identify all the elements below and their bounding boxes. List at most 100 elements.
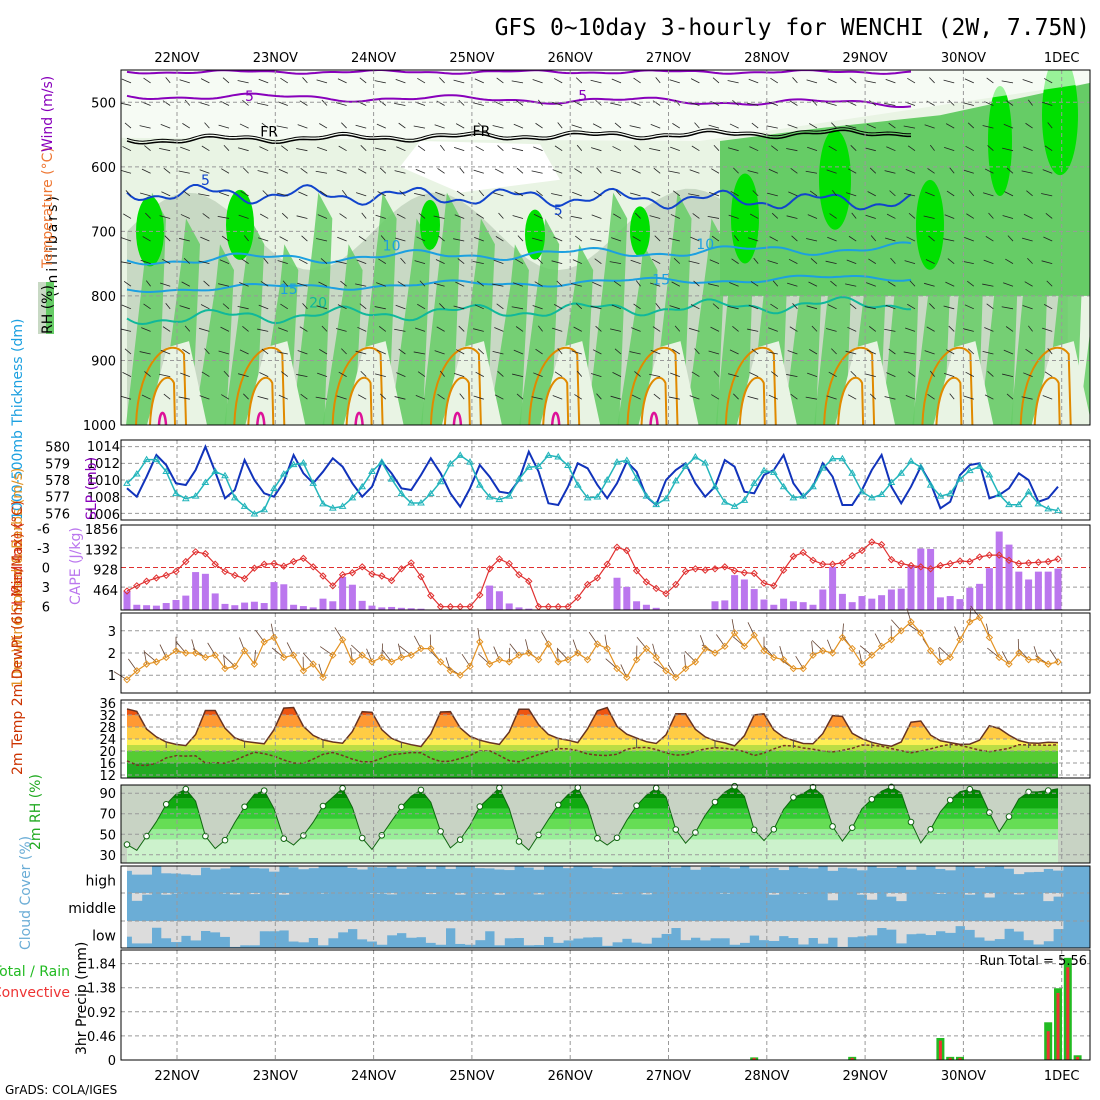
wind-barb [1023, 213, 1033, 219]
wind-barb [749, 372, 759, 377]
wind-barb [220, 326, 230, 332]
wind-barb [492, 192, 504, 197]
wind-barb [729, 123, 739, 129]
wind-barb [436, 326, 445, 332]
wind-barb [673, 190, 681, 197]
wind-barb [711, 235, 720, 242]
wind-barb [276, 125, 288, 129]
cape-bars [123, 531, 1062, 610]
slp-marker [495, 495, 504, 503]
li-marker [652, 584, 660, 593]
wind-barb [789, 326, 798, 332]
wind-barb [259, 213, 269, 219]
cloud-tick: middle [68, 901, 116, 917]
wind-barb [688, 193, 700, 197]
wind-barb [707, 216, 720, 219]
wind-barb [827, 78, 837, 84]
wind-barb [868, 258, 877, 264]
wind-barb [713, 144, 720, 151]
wind-barb [945, 349, 955, 355]
rh2m-marker [1025, 788, 1032, 796]
slp-tick: 1012 [87, 457, 120, 472]
cape-bar [858, 596, 866, 610]
wind-barb [923, 282, 935, 287]
wind-barb [792, 303, 798, 310]
wind-barb [534, 281, 543, 287]
wind-barb [650, 349, 661, 355]
cloud-clear-bar [955, 921, 966, 927]
wind10-marker [887, 635, 896, 644]
wind-barb [361, 212, 367, 219]
wind10-marker [270, 633, 278, 642]
cloud-clear-bar [171, 921, 182, 943]
wind-barb [886, 146, 896, 152]
wind-barb [336, 395, 347, 400]
rh2m-tick: 90 [99, 787, 116, 802]
wind-barb [204, 348, 210, 355]
wind-barb [808, 281, 818, 287]
wind-barb [277, 260, 288, 265]
slp-marker [152, 455, 161, 463]
cape-bar [907, 565, 915, 610]
wind-barb [924, 124, 935, 129]
wind-barb [748, 78, 759, 84]
cloud-clear-bar [719, 866, 731, 868]
temp-contour-35 [157, 411, 168, 425]
contour-label: 15 [280, 282, 298, 298]
cloud-clear-bar [906, 866, 917, 870]
cloud-clear-bar [122, 866, 133, 871]
cloud-clear-bar [866, 893, 878, 900]
rh2m-marker [868, 795, 876, 803]
li-marker [358, 563, 366, 571]
wind-barb [531, 396, 543, 400]
slp-marker [1014, 500, 1023, 508]
li-marker [182, 557, 190, 566]
temp-tick: 12 [99, 769, 116, 784]
wind-barb [357, 101, 367, 106]
wind-barb [691, 145, 700, 152]
wind-barb [1043, 236, 1053, 242]
wind-barb [140, 259, 151, 265]
slp-marker [230, 493, 239, 501]
wind-barb [850, 145, 857, 151]
wind10-line [126, 616, 1059, 681]
slp-tick: 1014 [87, 440, 120, 455]
wind-barb [713, 370, 720, 377]
wind10-marker [417, 644, 425, 653]
wind-barb [708, 283, 720, 287]
cloud-clear-bar [945, 921, 956, 933]
temp-contour-35 [256, 411, 266, 425]
wind-barb [987, 145, 994, 151]
cloud-clear-bar [523, 866, 535, 868]
wind-barb [847, 394, 857, 400]
cloud-clear-bar [425, 866, 437, 869]
precip-convective-bar [1056, 992, 1060, 1060]
wind-barb [182, 123, 191, 129]
li-marker [1044, 557, 1052, 566]
wind-barb [610, 169, 622, 174]
wind-barb [141, 394, 151, 400]
wind10-marker [172, 647, 180, 655]
wind-barb [1003, 349, 1014, 355]
top-date-label: 23NOV [253, 51, 298, 66]
cape-bar [995, 531, 1003, 610]
wind-barb [615, 190, 622, 197]
li-marker [250, 564, 259, 572]
wind-barb [982, 283, 994, 287]
wind-barb [142, 236, 151, 242]
wind-barb [472, 260, 484, 265]
slp-marker [1005, 500, 1013, 508]
wind-barb [807, 372, 818, 377]
wind-barb [575, 77, 583, 84]
li-marker [760, 579, 768, 587]
slp-marker [838, 454, 847, 462]
rh2m-marker [574, 784, 582, 791]
temp-band [127, 745, 1058, 751]
wind10-marker [858, 660, 866, 668]
wind10-marker [809, 651, 817, 659]
wind-barb [531, 170, 543, 174]
wind-barb [708, 350, 720, 355]
wind-barb [904, 192, 916, 197]
